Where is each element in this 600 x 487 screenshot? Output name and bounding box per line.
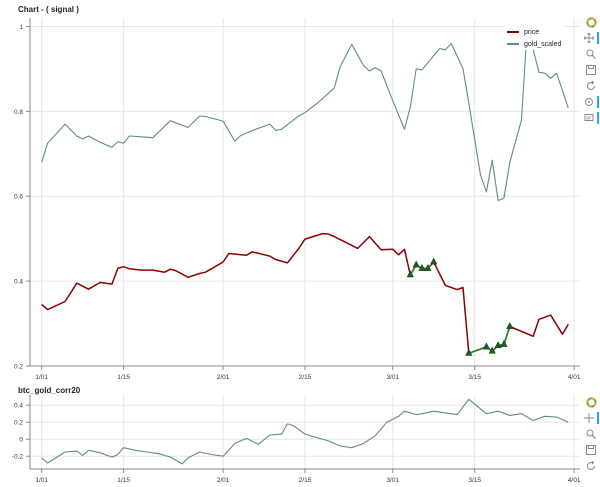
main-xtick-label-4: 3/01 <box>386 374 399 381</box>
corr-zoom-icon[interactable] <box>585 428 597 440</box>
legend-swatch-gold-scaled <box>507 43 519 45</box>
signal-marker-2 <box>418 263 426 271</box>
legend-item-price[interactable]: price <box>503 26 565 38</box>
main-xtick-label-0: 1/01 <box>35 374 48 381</box>
signal-segment-2 <box>468 326 511 355</box>
pan-icon[interactable] <box>583 32 599 44</box>
corr-grid <box>30 395 580 469</box>
corr-ytick-label-0: -0.2 <box>12 454 24 461</box>
crosshair-icon[interactable] <box>583 112 599 124</box>
main-axes: 1/01 1/15 2/01 2/15 3/01 3/15 4/01 0.2 0.4 0.6 0.8… <box>14 18 581 381</box>
corr-ytick-label-3: 0.4 <box>14 403 23 410</box>
corr-reset-icon[interactable] <box>585 460 597 472</box>
signal-marker-0 <box>406 270 414 278</box>
corr-chart-plot: 1/01 1/15 2/01 2/15 3/01 3/15 4/01 -0.2 0 0.2 0.4 <box>12 395 581 484</box>
corr-save-icon[interactable] <box>585 444 597 456</box>
signal-marker-4 <box>430 257 438 265</box>
reset-icon[interactable] <box>585 80 597 92</box>
corr-xtick-label-5: 3/15 <box>468 477 481 484</box>
corr-lines <box>41 398 569 465</box>
corr-xtick-label-0: 1/01 <box>35 477 48 484</box>
main-ytick-label-2: 0.6 <box>14 194 23 201</box>
main-grid <box>30 18 580 367</box>
main-xtick-label-5: 3/15 <box>468 374 481 381</box>
corr-axes: 1/01 1/15 2/01 2/15 3/01 3/15 4/01 -0.2 0 0.2 0.4 <box>12 395 581 484</box>
signal-marker-7 <box>488 346 496 354</box>
main-xtick-label-3: 2/15 <box>299 374 312 381</box>
signal-marker-9 <box>500 339 508 347</box>
hover-icon[interactable] <box>583 96 599 108</box>
main-xtick-label-2: 2/01 <box>217 374 230 381</box>
corr-chart-title: btc_gold_corr20 <box>18 386 81 395</box>
legend-item-gold-scaled[interactable]: gold_scaled <box>503 38 565 50</box>
main-ytick-label-3: 0.8 <box>14 109 23 116</box>
main-ytick-label-4: 1 <box>19 24 23 31</box>
corr-ytick-label-2: 0.2 <box>14 420 23 427</box>
corr-line <box>41 398 569 465</box>
main-xtick-label-1: 1/15 <box>117 374 130 381</box>
corr-xtick-label-1: 1/15 <box>117 477 130 484</box>
corr-ytick-label-1: 0 <box>19 437 23 444</box>
logo-icon[interactable] <box>585 16 597 28</box>
zoom-icon[interactable] <box>585 48 597 60</box>
main-markers <box>406 257 514 356</box>
corr-pan-icon[interactable] <box>583 412 599 424</box>
corr-toolbar <box>581 396 600 472</box>
corr-xtick-label-3: 2/15 <box>299 477 312 484</box>
signal-marker-10 <box>506 321 514 329</box>
main-xtick-label-6: 4/01 <box>568 374 581 381</box>
gold-scaled-line <box>41 25 569 202</box>
main-toolbar <box>581 16 600 124</box>
corr-xtick-label-2: 2/01 <box>217 477 230 484</box>
signal-marker-3 <box>424 263 432 271</box>
main-chart-plot: 1/01 1/15 2/01 2/15 3/01 3/15 4/01 0.2 0.4 0.6 0.8… <box>14 18 581 381</box>
legend-label-gold-scaled: gold_scaled <box>524 40 562 48</box>
corr-xtick-label-4: 3/01 <box>386 477 399 484</box>
legend-swatch-price <box>507 31 519 33</box>
main-chart-title: Chart - ( signal ) <box>18 5 79 14</box>
signal-marker-5 <box>465 348 473 356</box>
main-legend: price gold_scaled <box>503 26 566 50</box>
main-ytick-label-1: 0.4 <box>14 279 23 286</box>
main-ytick-label-0: 0.2 <box>14 364 23 371</box>
signal-marker-1 <box>412 260 420 268</box>
corr-logo-icon[interactable] <box>585 396 597 408</box>
save-icon[interactable] <box>585 64 597 76</box>
signal-marker-8 <box>494 341 502 349</box>
corr-xtick-label-6: 4/01 <box>568 477 581 484</box>
signal-marker-6 <box>482 342 491 350</box>
legend-label-price: price <box>524 28 540 36</box>
